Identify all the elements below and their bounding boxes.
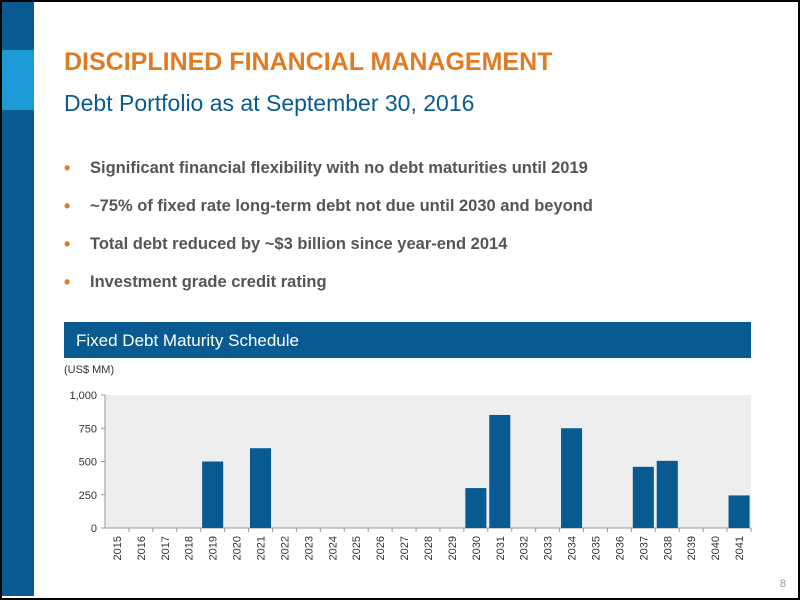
x-tick-label: 2016: [136, 536, 148, 560]
x-tick-label: 2028: [423, 536, 435, 560]
x-tick-label: 2015: [112, 536, 124, 560]
x-tick-label: 2033: [543, 536, 555, 560]
y-tick-label: 750: [79, 423, 97, 435]
x-tick-label: 2026: [375, 536, 387, 560]
x-tick-label: 2023: [303, 536, 315, 560]
x-tick-label: 2017: [160, 536, 172, 560]
x-tick-label: 2018: [184, 536, 196, 560]
x-tick-label: 2029: [447, 536, 459, 560]
x-tick-label: 2041: [734, 536, 746, 560]
plot-area: [105, 395, 751, 528]
x-tick-label: 2032: [519, 536, 531, 560]
x-tick-label: 2021: [256, 536, 268, 560]
bar: [656, 460, 678, 528]
slide-subtitle: Debt Portfolio as at September 30, 2016: [64, 90, 475, 116]
bullet-dot-icon: •: [64, 272, 71, 292]
x-tick-label: 2038: [662, 536, 674, 560]
x-tick-label: 2022: [279, 536, 291, 560]
bullet-text: Total debt reduced by ~$3 billion since …: [90, 235, 508, 253]
bullet-item: • Significant financial flexibility with …: [64, 156, 593, 194]
x-tick-label: 2025: [351, 536, 363, 560]
x-tick-label: 2036: [614, 536, 626, 560]
page-number: 8: [779, 578, 786, 590]
bullet-list: • Significant financial flexibility with …: [64, 156, 593, 308]
y-tick-label: 0: [91, 523, 97, 535]
x-tick-label: 2035: [590, 536, 602, 560]
x-tick-label: 2020: [232, 536, 244, 560]
bullet-item: • ~75% of fixed rate long-term debt not d…: [64, 194, 593, 232]
x-tick-label: 2019: [208, 536, 220, 560]
chart-units-label: (US$ MM): [64, 364, 115, 376]
x-tick-label: 2027: [399, 536, 411, 560]
x-tick-label: 2030: [471, 536, 483, 560]
bullet-text: ~75% of fixed rate long-term debt not du…: [90, 197, 593, 215]
bullet-text: Significant financial flexibility with n…: [90, 159, 588, 177]
bullet-dot-icon: •: [64, 234, 71, 254]
x-tick-label: 2040: [710, 536, 722, 560]
bullet-dot-icon: •: [64, 158, 71, 178]
bar: [249, 448, 272, 528]
bar: [465, 488, 487, 528]
left-accent-block: [2, 50, 34, 110]
chart-section-header: Fixed Debt Maturity Schedule: [64, 322, 751, 358]
x-tick-label: 2024: [327, 536, 339, 560]
bar: [202, 461, 224, 528]
x-tick-label: 2039: [686, 536, 698, 560]
bullet-dot-icon: •: [64, 196, 71, 216]
bar: [632, 466, 654, 528]
x-tick-label: 2034: [567, 536, 579, 560]
x-tick-label: 2037: [638, 536, 650, 560]
slide-title: DISCIPLINED FINANCIAL MANAGEMENT: [64, 48, 553, 76]
chart-section-title: Fixed Debt Maturity Schedule: [76, 331, 299, 350]
bar: [561, 428, 583, 528]
y-tick-label: 250: [79, 490, 97, 502]
bullet-text: Investment grade credit rating: [90, 273, 327, 291]
bullet-item: • Total debt reduced by ~$3 billion since…: [64, 232, 593, 270]
bullet-item: • Investment grade credit rating: [64, 270, 593, 308]
bar: [728, 495, 750, 528]
bar: [489, 414, 511, 528]
x-tick-label: 2031: [495, 536, 507, 560]
y-tick-label: 500: [79, 457, 97, 469]
y-tick-label: 1,000: [69, 390, 97, 402]
